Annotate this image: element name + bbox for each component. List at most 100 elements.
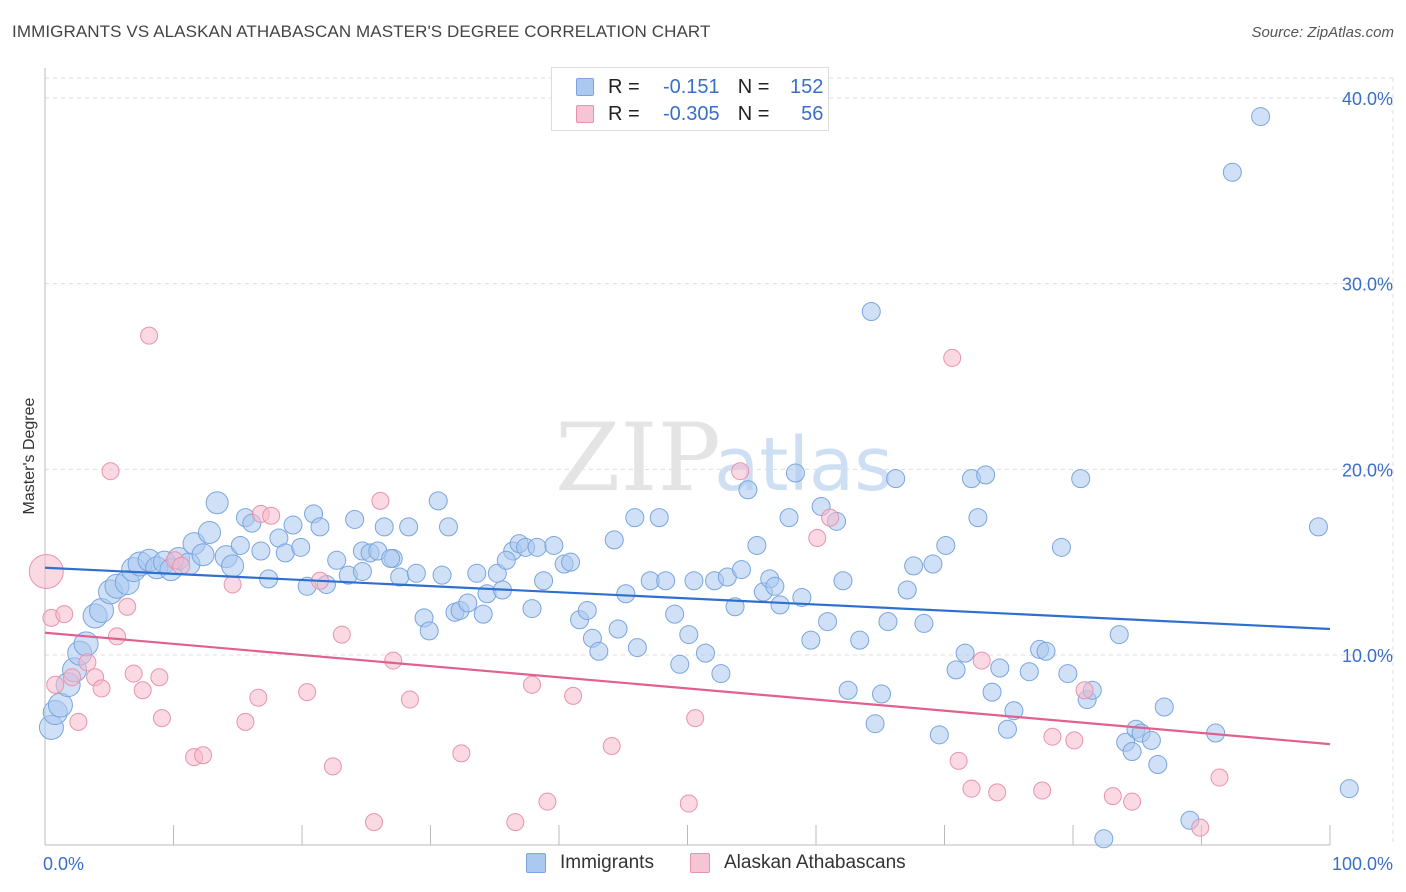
legend-r-value: -0.151 — [662, 75, 720, 98]
legend-r-label: R = — [608, 102, 640, 125]
series-legend: Immigrants Alaskan Athabascans — [0, 852, 1406, 878]
legend-label-immigrants: Immigrants — [560, 852, 654, 873]
immigrants-point — [191, 543, 215, 567]
trend-layer — [44, 566, 1331, 746]
immigrants-point — [1071, 469, 1091, 489]
immigrants-point — [561, 552, 581, 572]
legend-n-value: 56 — [801, 102, 824, 125]
y-tick-label: 10.0% — [1342, 646, 1393, 666]
x-tick-label: 0.0% — [43, 854, 84, 874]
immigrants-point — [850, 630, 870, 650]
athabascan-point — [28, 553, 64, 589]
immigrants-point — [765, 576, 785, 596]
immigrants-point — [608, 619, 628, 639]
immigrants-point — [897, 580, 917, 600]
axis-layer: 10.0% 20.0% 30.0% 40.0% 0.0% 100.0% — [43, 68, 1393, 874]
immigrants-point — [399, 517, 419, 537]
legend-row-immigrants: R = -0.151 N = 152 — [576, 75, 823, 99]
athabascan-point — [808, 529, 827, 548]
athabascan-point — [249, 688, 268, 707]
immigrants-point — [725, 597, 745, 617]
immigrants-point — [197, 520, 221, 544]
legend-n-label: N = — [737, 102, 770, 125]
legend-r-value: -0.305 — [662, 102, 720, 125]
athabascan-point — [55, 605, 74, 624]
immigrants-point — [1148, 755, 1168, 775]
immigrants-point — [1036, 641, 1056, 661]
watermark: ZIP atlas — [555, 404, 893, 513]
immigrants-point — [283, 515, 303, 535]
y-axis-label: Master's Degree — [21, 397, 38, 514]
athabascan-point — [92, 679, 111, 698]
athabascan-point — [69, 712, 88, 731]
immigrants-point — [872, 684, 892, 704]
immigrants-point — [923, 554, 943, 574]
athabascan-point — [731, 462, 750, 481]
immigrants-trend-line — [44, 566, 1331, 631]
immigrants-point — [684, 571, 704, 591]
athabascan-point — [602, 736, 621, 755]
immigrants-point — [374, 517, 394, 537]
athabascan-point — [943, 348, 962, 367]
immigrants-point — [904, 556, 924, 576]
athabascan-point — [538, 792, 557, 811]
athabascan-point — [133, 681, 152, 700]
immigrants-point — [577, 600, 597, 620]
athabascan-point — [1075, 681, 1094, 700]
athabascan-point — [1210, 768, 1229, 787]
immigrants-point — [604, 530, 624, 550]
athabascan-point — [988, 783, 1007, 802]
immigrants-point — [221, 554, 245, 578]
immigrants-point — [616, 584, 636, 604]
x-tick-label: 100.0% — [1332, 854, 1393, 874]
immigrants-point — [522, 599, 542, 619]
immigrants-point — [230, 535, 250, 555]
immigrants-point — [251, 541, 271, 561]
athabascan-point — [962, 779, 981, 798]
immigrants-point — [1251, 107, 1271, 127]
legend-swatch-blue — [526, 853, 546, 873]
immigrants-point — [406, 563, 426, 583]
immigrants-point — [589, 641, 609, 661]
athabascan-point — [506, 813, 525, 832]
immigrants-point — [527, 537, 547, 557]
immigrants-point — [656, 571, 676, 591]
immigrants-point — [946, 660, 966, 680]
immigrants-point — [818, 612, 838, 632]
immigrants-point — [997, 719, 1017, 739]
immigrants-point — [1058, 664, 1078, 684]
legend-item-athabascans[interactable]: Alaskan Athabascans — [690, 852, 906, 874]
watermark-zip: ZIP — [555, 404, 721, 513]
immigrants-point — [1019, 662, 1039, 682]
legend-swatch-pink — [690, 853, 710, 873]
immigrants-point — [878, 612, 898, 632]
athabascan-point — [262, 506, 281, 525]
athabascan-point — [1065, 731, 1084, 750]
athabascan-point — [323, 757, 342, 776]
immigrants-point — [738, 480, 758, 500]
legend-r-label: R = — [608, 75, 640, 98]
legend-swatch-blue — [576, 78, 594, 96]
legend-row-athabascans: R = -0.305 N = 56 — [576, 102, 823, 126]
legend-item-immigrants[interactable]: Immigrants — [526, 852, 654, 874]
athabascan-point — [523, 675, 542, 694]
athabascan-point — [949, 751, 968, 770]
y-tick-label: 40.0% — [1342, 89, 1393, 109]
athabascan-point — [78, 653, 97, 672]
athabascan-point — [452, 744, 471, 763]
athabascan-point — [821, 508, 840, 527]
immigrants-point — [419, 621, 439, 641]
immigrants-point — [1141, 730, 1161, 750]
immigrants-point — [432, 565, 452, 585]
source-label: Source: ZipAtlas.com — [1251, 24, 1394, 41]
athabascan-point — [223, 575, 242, 594]
immigrants-point — [352, 561, 372, 581]
points-layer — [28, 107, 1359, 849]
immigrants-point — [833, 571, 853, 591]
immigrants-point — [968, 508, 988, 528]
immigrants-point — [955, 643, 975, 663]
athabascan-point — [298, 683, 317, 702]
immigrants-point — [792, 587, 812, 607]
athabascan-point — [1191, 818, 1210, 837]
immigrants-point — [665, 604, 685, 624]
